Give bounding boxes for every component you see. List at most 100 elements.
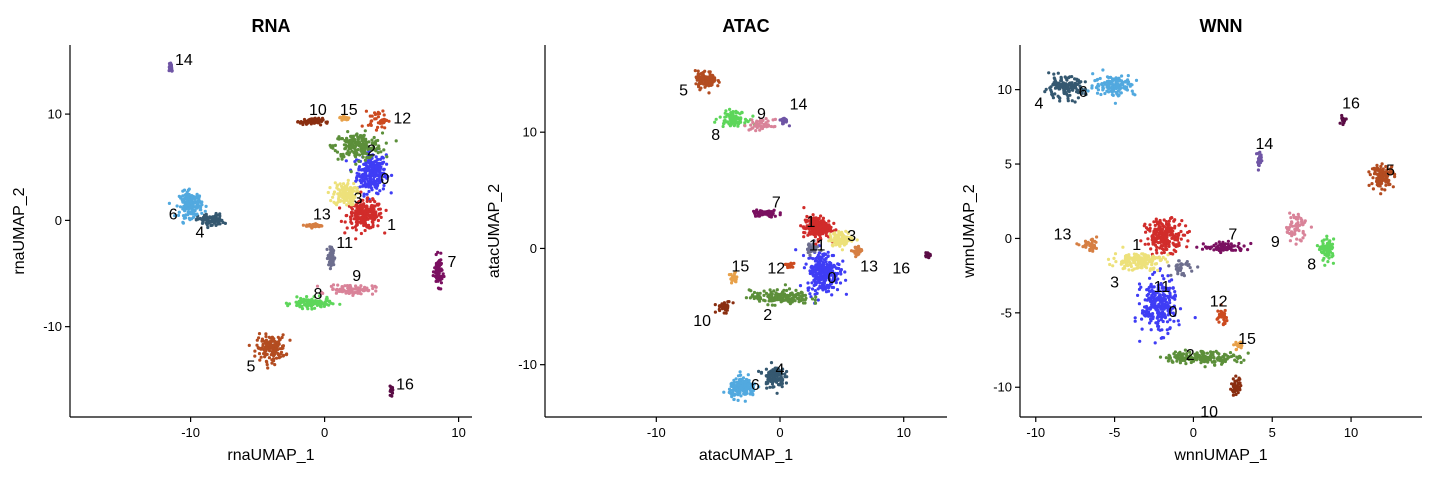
cluster-12-points bbox=[361, 109, 391, 131]
point bbox=[774, 297, 777, 300]
point bbox=[1368, 184, 1371, 187]
point bbox=[835, 241, 838, 244]
point bbox=[1144, 298, 1147, 301]
cluster-10-points bbox=[714, 300, 735, 315]
point bbox=[364, 210, 367, 213]
point bbox=[800, 291, 803, 294]
point bbox=[1146, 311, 1149, 314]
point bbox=[749, 289, 752, 292]
point bbox=[816, 259, 819, 262]
point bbox=[1084, 246, 1087, 249]
point bbox=[288, 339, 291, 342]
point bbox=[1134, 316, 1137, 319]
point bbox=[1157, 235, 1160, 238]
point bbox=[220, 219, 223, 222]
point bbox=[313, 307, 316, 310]
point bbox=[1110, 87, 1113, 90]
point bbox=[812, 274, 815, 277]
point bbox=[353, 144, 356, 147]
point bbox=[736, 121, 739, 124]
point bbox=[1202, 242, 1205, 245]
point bbox=[1176, 272, 1179, 275]
point bbox=[854, 250, 857, 253]
point bbox=[439, 287, 442, 290]
point bbox=[834, 228, 837, 231]
point bbox=[739, 374, 742, 377]
point bbox=[182, 198, 185, 201]
point bbox=[295, 304, 298, 307]
point bbox=[345, 203, 348, 206]
point bbox=[782, 289, 785, 292]
point bbox=[168, 202, 171, 205]
cluster-2-points bbox=[329, 129, 398, 173]
point bbox=[268, 356, 271, 359]
point bbox=[785, 118, 788, 121]
point bbox=[776, 392, 779, 395]
point bbox=[794, 289, 797, 292]
point bbox=[299, 121, 302, 124]
point bbox=[383, 113, 386, 116]
point bbox=[1332, 262, 1335, 265]
point bbox=[1071, 99, 1074, 102]
cluster-14-points bbox=[1255, 151, 1263, 172]
point bbox=[730, 382, 733, 385]
point bbox=[1242, 359, 1245, 362]
point bbox=[362, 195, 365, 198]
point bbox=[366, 193, 369, 196]
point bbox=[770, 377, 773, 380]
point bbox=[374, 113, 377, 116]
point bbox=[1138, 258, 1141, 261]
point bbox=[747, 120, 750, 123]
point bbox=[440, 281, 443, 284]
point bbox=[751, 115, 754, 118]
point bbox=[728, 391, 731, 394]
point bbox=[381, 131, 384, 134]
point bbox=[1180, 273, 1183, 276]
point bbox=[367, 224, 370, 227]
point bbox=[1170, 278, 1173, 281]
point bbox=[1169, 217, 1172, 220]
cluster-11-points bbox=[1167, 259, 1199, 277]
point bbox=[346, 130, 349, 133]
point bbox=[1165, 248, 1168, 251]
point bbox=[329, 199, 332, 202]
point bbox=[711, 74, 714, 77]
point bbox=[749, 124, 752, 127]
cluster-10-points bbox=[1229, 375, 1242, 397]
point bbox=[1091, 72, 1094, 75]
point bbox=[376, 169, 379, 172]
point bbox=[261, 338, 264, 341]
cluster-7-points bbox=[1195, 240, 1252, 254]
point bbox=[336, 184, 339, 187]
point bbox=[275, 357, 278, 360]
point bbox=[1235, 348, 1238, 351]
point bbox=[1120, 74, 1123, 77]
point bbox=[1124, 80, 1127, 83]
cluster-label-11: 11 bbox=[809, 237, 826, 254]
point bbox=[1148, 260, 1151, 263]
point bbox=[1047, 71, 1050, 74]
point bbox=[822, 217, 825, 220]
point bbox=[1371, 176, 1374, 179]
point bbox=[1293, 233, 1296, 236]
point bbox=[1162, 296, 1165, 299]
point bbox=[732, 276, 735, 279]
point bbox=[1126, 88, 1129, 91]
point bbox=[694, 69, 697, 72]
point bbox=[841, 236, 844, 239]
point bbox=[718, 309, 721, 312]
point bbox=[1239, 249, 1242, 252]
point bbox=[768, 386, 771, 389]
point bbox=[789, 264, 792, 267]
point bbox=[1295, 238, 1298, 241]
point bbox=[264, 335, 267, 338]
point bbox=[1289, 216, 1292, 219]
point bbox=[370, 120, 373, 123]
point bbox=[736, 391, 739, 394]
x-tick-label: 10 bbox=[451, 425, 465, 440]
point bbox=[814, 289, 817, 292]
point bbox=[1220, 363, 1223, 366]
point bbox=[356, 175, 359, 178]
point bbox=[803, 301, 806, 304]
x-tick-label: 0 bbox=[321, 425, 328, 440]
